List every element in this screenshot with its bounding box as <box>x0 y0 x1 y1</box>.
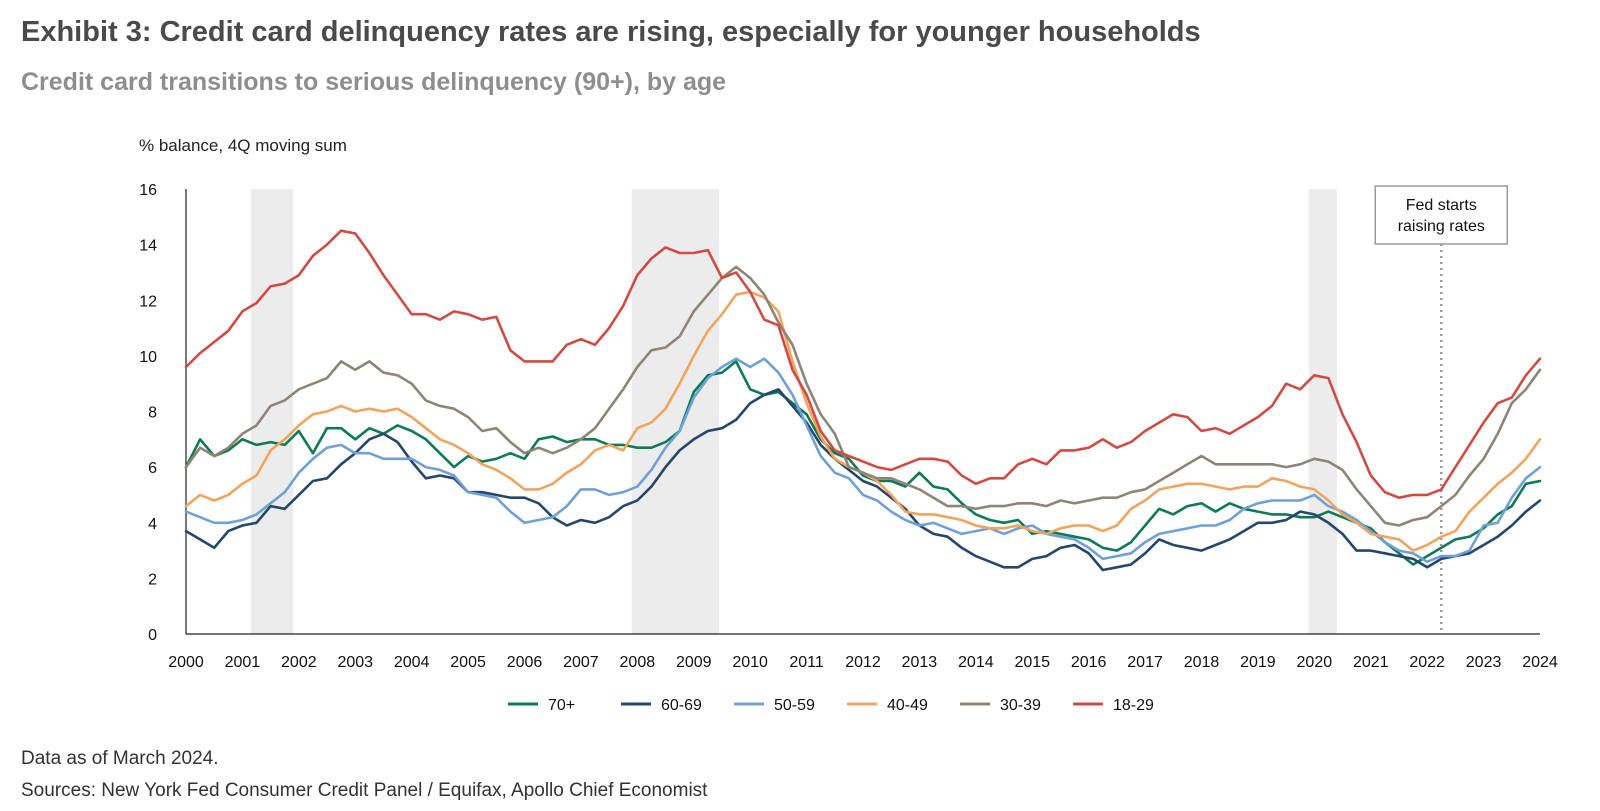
y-axis-label: % balance, 4Q moving sum <box>139 136 347 155</box>
y-tick-2: 2 <box>148 571 157 588</box>
y-tick-14: 14 <box>139 238 157 255</box>
y-tick-10: 10 <box>139 349 157 366</box>
recession-band-1 <box>250 189 294 634</box>
series-lines <box>184 229 1542 572</box>
series-line-50-59 <box>184 357 1542 563</box>
y-tick-4: 4 <box>148 516 157 533</box>
x-tick-2011: 2011 <box>789 654 824 671</box>
y-tick-labels: 0 2 4 6 8 10 12 14 16 <box>139 182 157 644</box>
y-tick-8: 8 <box>148 405 157 422</box>
x-tick-2000: 2000 <box>168 654 204 671</box>
sources-note: Sources: New York Fed Consumer Credit Pa… <box>21 780 708 801</box>
series-line-30-39 <box>184 265 1542 527</box>
x-tick-2002: 2002 <box>281 654 317 671</box>
x-tick-2024: 2024 <box>1522 654 1558 671</box>
y-tick-6: 6 <box>148 460 157 477</box>
x-tick-2010: 2010 <box>732 654 768 671</box>
series-line-18-29 <box>184 229 1542 499</box>
x-tick-2017: 2017 <box>1127 654 1163 671</box>
data-note: Data as of March 2024. <box>21 748 219 769</box>
fed-annotation: Fed starts raising rates <box>1374 185 1509 634</box>
x-tick-2006: 2006 <box>507 654 543 671</box>
x-tick-labels: 2000 2001 2002 2003 2004 2005 2006 2007 2008 2009… <box>168 654 1558 671</box>
chart-title: Exhibit 3: Credit card delinquency rates… <box>21 16 1201 48</box>
series-line-70+ <box>184 360 1542 566</box>
x-tick-2023: 2023 <box>1466 654 1502 671</box>
recession-band-3 <box>1308 189 1337 634</box>
legend-label-18-29: 18-29 <box>1113 697 1154 714</box>
x-tick-2021: 2021 <box>1353 654 1389 671</box>
fed-annotation-line2: raising rates <box>1398 218 1485 235</box>
legend-label-40-49: 40-49 <box>887 697 928 714</box>
x-tick-2015: 2015 <box>1014 654 1050 671</box>
y-tick-12: 12 <box>139 293 157 310</box>
fed-annotation-line1: Fed starts <box>1406 197 1477 214</box>
x-tick-2012: 2012 <box>845 654 881 671</box>
x-tick-2005: 2005 <box>450 654 486 671</box>
x-tick-2018: 2018 <box>1184 654 1220 671</box>
legend-label-70+: 70+ <box>548 697 575 714</box>
x-tick-2007: 2007 <box>563 654 599 671</box>
x-tick-2013: 2013 <box>902 654 938 671</box>
x-tick-2003: 2003 <box>337 654 373 671</box>
y-tick-16: 16 <box>139 182 157 199</box>
x-tick-2022: 2022 <box>1409 654 1445 671</box>
legend: 70+ 60-69 50-59 40-49 30-39 18-29 <box>508 697 1154 714</box>
x-tick-2019: 2019 <box>1240 654 1276 671</box>
fed-annotation-box <box>1374 185 1509 245</box>
chart-subtitle: Credit card transitions to serious delin… <box>21 68 727 96</box>
recession-band-2 <box>631 189 720 634</box>
legend-label-50-59: 50-59 <box>774 697 815 714</box>
x-tick-2014: 2014 <box>958 654 994 671</box>
x-tick-2008: 2008 <box>620 654 656 671</box>
series-line-60-69 <box>184 388 1542 572</box>
recession-bands <box>250 189 1337 634</box>
axes <box>185 189 1540 635</box>
x-tick-2001: 2001 <box>225 654 261 671</box>
x-tick-2016: 2016 <box>1071 654 1107 671</box>
x-tick-2009: 2009 <box>676 654 712 671</box>
x-tick-2004: 2004 <box>394 654 430 671</box>
legend-label-60-69: 60-69 <box>661 697 702 714</box>
y-tick-0: 0 <box>148 627 157 644</box>
x-tick-2020: 2020 <box>1297 654 1333 671</box>
legend-label-30-39: 30-39 <box>1000 697 1041 714</box>
